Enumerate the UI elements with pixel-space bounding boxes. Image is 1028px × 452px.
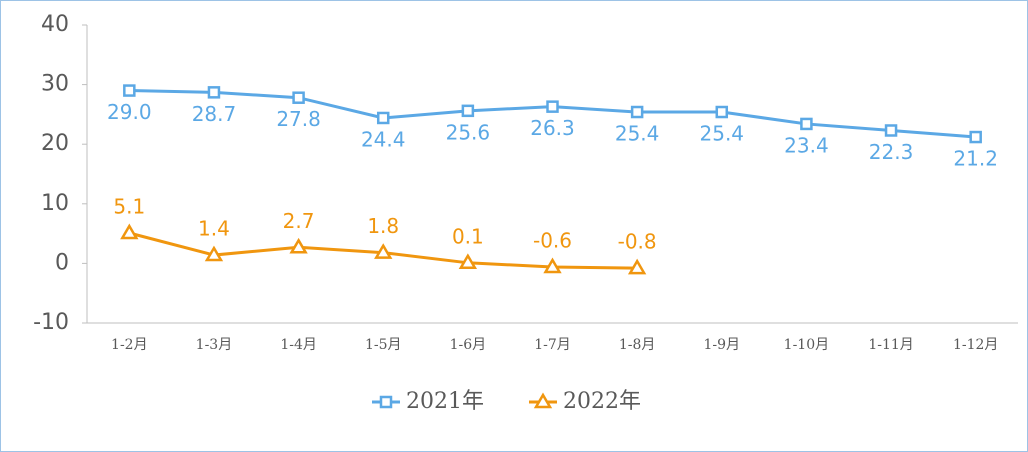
point-marker bbox=[120, 223, 139, 240]
legend-marker bbox=[533, 392, 553, 409]
point-marker bbox=[627, 258, 647, 275]
data-label: 22.3 bbox=[869, 140, 914, 164]
point-marker bbox=[289, 237, 308, 254]
data-label: 28.7 bbox=[192, 102, 237, 126]
legend-label: 2022年 bbox=[563, 389, 641, 414]
point-marker bbox=[884, 124, 898, 137]
point-marker bbox=[204, 245, 224, 262]
x-tick-label: 1-6月 bbox=[450, 337, 487, 353]
point-marker bbox=[800, 117, 813, 131]
y-tick-label: 0 bbox=[55, 250, 69, 275]
data-label: 29.0 bbox=[107, 100, 152, 124]
data-label: 23.4 bbox=[784, 133, 829, 157]
y-tick-label: 10 bbox=[41, 191, 69, 216]
x-tick-label: 1-5月 bbox=[365, 337, 402, 353]
data-label: 25.4 bbox=[615, 122, 660, 146]
legend-marker bbox=[379, 395, 393, 409]
point-marker bbox=[292, 91, 305, 104]
data-label: 0.1 bbox=[452, 224, 484, 248]
point-marker bbox=[458, 253, 478, 270]
x-tick-label: 1-2月 bbox=[111, 337, 148, 353]
data-label: 1.8 bbox=[367, 214, 399, 238]
data-label: -0.8 bbox=[618, 230, 657, 254]
data-label: 1.4 bbox=[198, 217, 230, 241]
y-tick-label: 40 bbox=[41, 12, 69, 37]
y-tick-label: -10 bbox=[33, 310, 69, 335]
x-tick-label: 1-11月 bbox=[868, 337, 913, 353]
point-marker bbox=[207, 86, 221, 99]
point-marker bbox=[374, 243, 393, 259]
data-label: 5.1 bbox=[113, 195, 145, 219]
data-label: -0.6 bbox=[533, 228, 572, 252]
legend-label: 2021年 bbox=[406, 389, 484, 414]
x-tick-label: 1-8月 bbox=[619, 337, 656, 353]
point-marker bbox=[715, 105, 729, 119]
data-label: 26.3 bbox=[530, 116, 575, 140]
y-tick-label: 20 bbox=[41, 131, 69, 156]
data-label: 25.4 bbox=[700, 122, 745, 146]
point-marker bbox=[546, 100, 559, 113]
point-marker bbox=[376, 111, 390, 125]
data-label: 21.2 bbox=[953, 147, 998, 171]
point-marker bbox=[630, 105, 644, 119]
x-tick-label: 1-12月 bbox=[953, 337, 998, 353]
data-label: 27.8 bbox=[276, 107, 321, 131]
data-label: 25.6 bbox=[446, 120, 491, 144]
data-label: 24.4 bbox=[361, 127, 406, 151]
plot-area: -10 0 10 20 30 40 1-2月 1-3月 1-4月 1-5月 1-6月 1-7月 1-8月… bbox=[33, 12, 1018, 414]
data-label: 2.7 bbox=[283, 209, 315, 233]
x-tick-label: 1-7月 bbox=[534, 337, 571, 353]
point-marker bbox=[543, 257, 562, 274]
point-marker bbox=[969, 130, 982, 144]
point-marker bbox=[461, 104, 475, 118]
x-tick-label: 1-9月 bbox=[703, 337, 740, 353]
y-tick-label: 30 bbox=[41, 72, 69, 97]
x-tick-label: 1-10月 bbox=[784, 337, 829, 353]
x-tick-label: 1-3月 bbox=[196, 337, 233, 353]
point-marker bbox=[123, 84, 136, 97]
x-tick-label: 1-4月 bbox=[280, 337, 317, 353]
